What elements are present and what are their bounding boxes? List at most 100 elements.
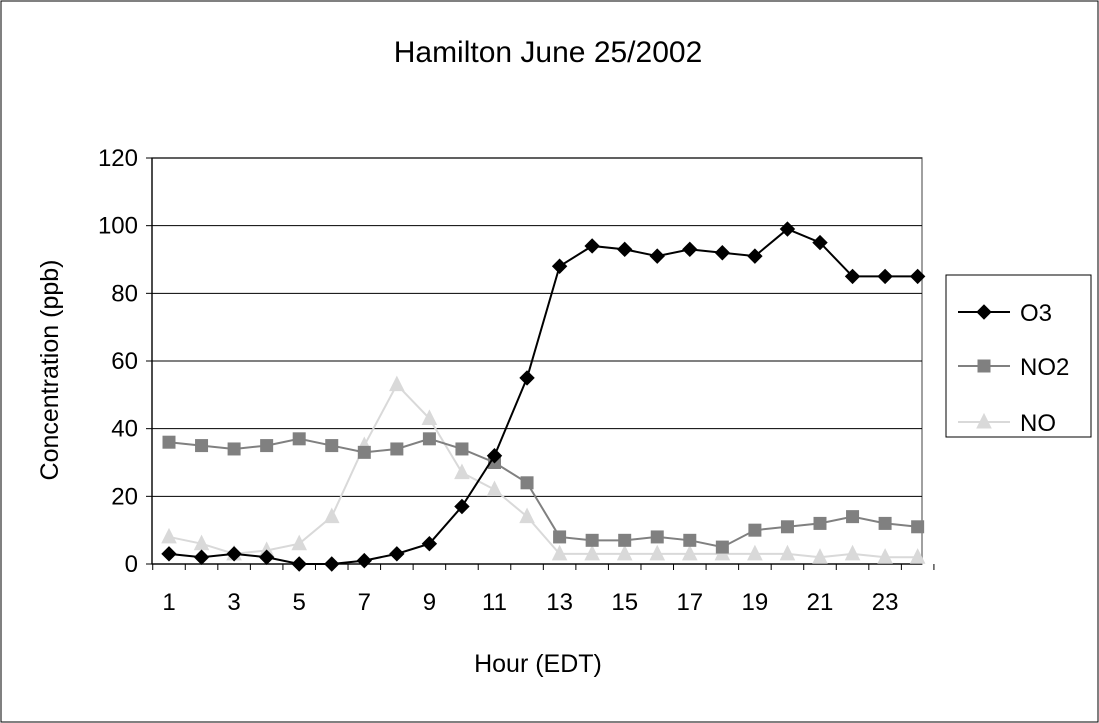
data-point-o3 <box>454 498 470 515</box>
legend-marker <box>977 359 991 373</box>
data-point-o3 <box>161 546 177 562</box>
data-point-o3 <box>779 221 796 237</box>
data-point-no2 <box>162 435 176 449</box>
x-tick-label: 13 <box>546 589 573 616</box>
data-point-no <box>389 375 405 392</box>
data-point-o3 <box>519 370 535 386</box>
data-point-no <box>681 544 698 561</box>
data-point-no2 <box>585 533 599 547</box>
series-o3 <box>161 221 926 572</box>
data-point-no2 <box>878 516 892 530</box>
legend: O3 NO2 NO <box>945 274 1092 438</box>
data-point-o3 <box>616 241 633 258</box>
data-point-no2 <box>422 432 436 446</box>
y-tick-label: 40 <box>111 416 138 443</box>
legend-item-no2: NO2 <box>958 354 1069 381</box>
data-point-o3 <box>193 549 210 565</box>
data-point-no2 <box>650 530 664 544</box>
legend-label: NO2 <box>1020 354 1069 381</box>
data-point-o3 <box>909 268 926 285</box>
legend-marker <box>976 412 992 429</box>
x-tick-label: 1 <box>162 589 175 616</box>
data-point-no <box>616 544 633 561</box>
data-point-no2 <box>195 439 209 453</box>
x-tick-label: 5 <box>293 589 306 616</box>
data-point-no <box>779 544 796 561</box>
legend-marker <box>976 304 992 320</box>
x-tick-label: 11 <box>482 589 507 616</box>
x-tick-label: 19 <box>742 589 769 616</box>
data-point-o3 <box>389 546 405 562</box>
data-point-no2 <box>260 439 274 453</box>
data-point-o3 <box>421 535 438 552</box>
legend-item-o3: O3 <box>958 300 1052 327</box>
chart-title: Hamilton June 25/2002 <box>394 36 703 69</box>
data-point-no <box>323 507 340 524</box>
data-point-no2 <box>780 520 794 534</box>
data-point-o3 <box>714 245 731 261</box>
data-point-no <box>909 548 926 564</box>
x-tick-label: 9 <box>423 589 436 616</box>
data-point-o3 <box>812 234 828 251</box>
x-tick-label: 3 <box>227 589 240 616</box>
y-tick-label: 120 <box>98 145 138 172</box>
data-point-o3 <box>226 546 242 562</box>
data-point-no <box>519 507 535 524</box>
data-point-o3 <box>584 238 600 254</box>
data-point-no2 <box>911 520 925 534</box>
data-point-o3 <box>324 556 340 572</box>
data-point-no <box>649 544 666 561</box>
x-axis-title: Hour (EDT) <box>474 650 602 678</box>
data-point-no <box>161 527 177 544</box>
data-point-o3 <box>486 448 503 464</box>
gridlines <box>152 157 922 497</box>
data-point-no2 <box>715 540 729 554</box>
data-point-o3 <box>356 552 373 569</box>
legend-items: O3 NO2 NO <box>958 300 1069 437</box>
legend-label: O3 <box>1020 300 1052 327</box>
data-point-no2 <box>618 533 632 547</box>
y-axis-ticks: 0 20 40 60 80 100 120 <box>98 145 152 578</box>
data-point-no <box>812 548 828 564</box>
x-tick-label: 23 <box>872 589 899 616</box>
x-tick-label: 17 <box>676 589 703 616</box>
data-point-no <box>551 544 568 561</box>
y-tick-label: 20 <box>111 483 138 510</box>
data-point-o3 <box>844 268 861 285</box>
x-tick-label: 15 <box>611 589 638 616</box>
data-point-o3 <box>747 248 763 264</box>
x-tick-label: 7 <box>358 589 371 616</box>
legend-box <box>945 274 1092 438</box>
legend-item-no: NO <box>958 410 1056 437</box>
legend-label: NO <box>1020 410 1056 437</box>
data-point-no2 <box>553 530 567 544</box>
data-point-no <box>486 480 503 497</box>
y-tick-label: 80 <box>111 280 138 307</box>
data-point-o3 <box>258 549 275 565</box>
series-layer <box>161 221 926 572</box>
data-point-no <box>584 544 600 561</box>
data-point-no <box>877 548 893 564</box>
data-point-o3 <box>291 556 307 572</box>
data-point-no <box>747 544 763 561</box>
data-point-no2 <box>748 523 762 537</box>
data-point-o3 <box>682 241 698 258</box>
data-point-no2 <box>813 516 827 530</box>
series-line-no <box>168 382 918 559</box>
data-point-no2 <box>390 442 404 456</box>
data-point-no <box>421 409 438 426</box>
y-tick-label: 60 <box>111 348 138 375</box>
data-point-no2 <box>683 533 697 547</box>
data-point-no2 <box>846 510 860 524</box>
data-point-no2 <box>455 442 469 456</box>
data-point-o3 <box>877 268 893 285</box>
data-point-no2 <box>357 445 371 459</box>
data-point-no2 <box>227 442 241 456</box>
data-point-o3 <box>551 258 568 274</box>
data-point-no2 <box>292 432 306 446</box>
x-axis-ticks: 1 3 5 7 9 11 13 15 17 19 21 23 <box>152 564 935 616</box>
y-tick-label: 100 <box>98 213 138 240</box>
data-point-no <box>844 544 861 561</box>
x-tick-label: 21 <box>807 589 834 616</box>
data-point-no <box>454 463 470 480</box>
